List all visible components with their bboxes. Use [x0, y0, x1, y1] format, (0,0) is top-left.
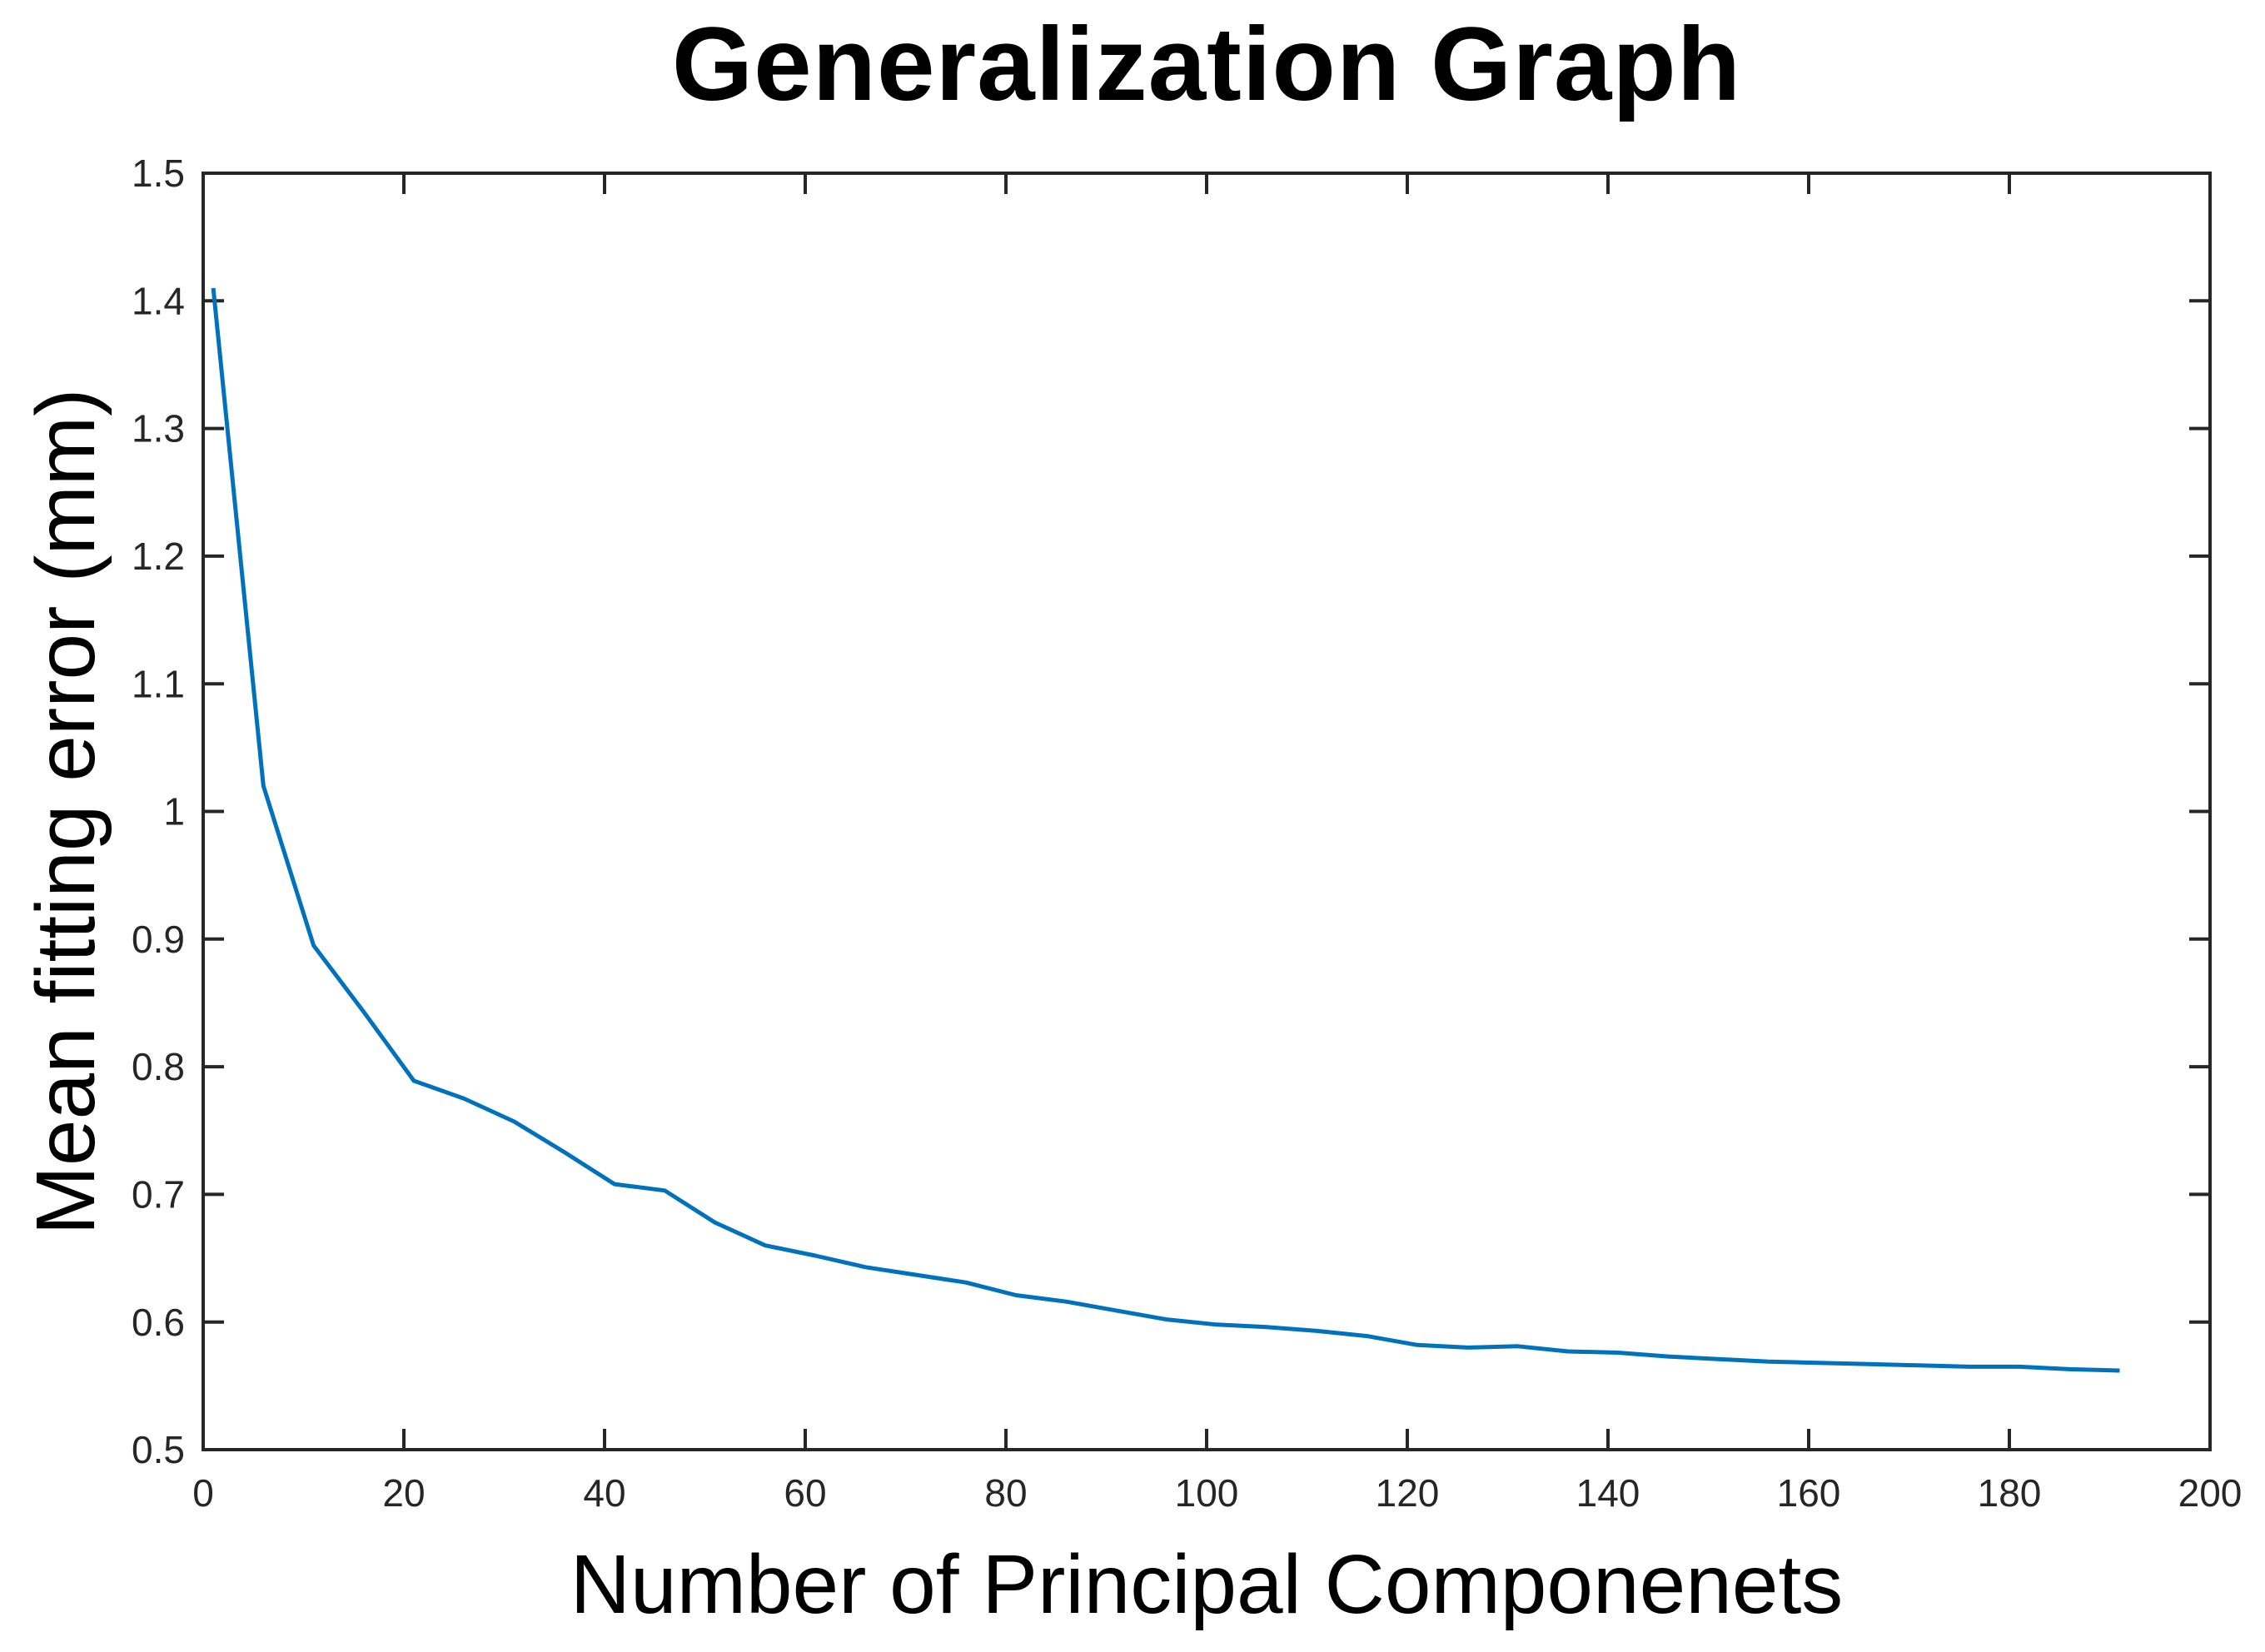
y-axis-label: Mean fitting error (mm)	[19, 388, 112, 1236]
y-tick-label: 0.8	[132, 1045, 185, 1088]
data-line	[211, 287, 2120, 1373]
y-tick-label: 0.6	[132, 1301, 185, 1344]
x-tick-label: 120	[1376, 1471, 1440, 1515]
chart-title: Generalization Graph	[671, 7, 1742, 122]
y-tick-label: 1.3	[132, 407, 185, 450]
y-tick-label: 0.5	[132, 1428, 185, 1471]
y-tick-label: 1.4	[132, 279, 185, 322]
x-tick-label: 20	[382, 1471, 425, 1515]
x-tick-label: 180	[1978, 1471, 2042, 1515]
y-tick-label: 1.1	[132, 662, 185, 705]
x-tick-label: 140	[1576, 1471, 1640, 1515]
x-tick-label: 80	[984, 1471, 1027, 1515]
x-tick-label: 40	[583, 1471, 625, 1515]
x-tick-label: 160	[1777, 1471, 1841, 1515]
y-tick-label: 0.7	[132, 1173, 185, 1217]
x-tick-label: 0	[192, 1471, 214, 1515]
x-axis-label: Number of Principal Componenets	[570, 1538, 1844, 1631]
y-tick-label: 1	[163, 790, 185, 833]
y-tick-label: 0.9	[132, 918, 185, 961]
y-tick-label: 1.5	[132, 152, 185, 195]
x-tick-label: 100	[1175, 1471, 1239, 1515]
x-tick-label: 200	[2178, 1471, 2243, 1515]
y-tick-label: 1.2	[132, 535, 185, 578]
x-tick-label: 60	[784, 1471, 826, 1515]
plot-border	[202, 172, 2212, 1451]
